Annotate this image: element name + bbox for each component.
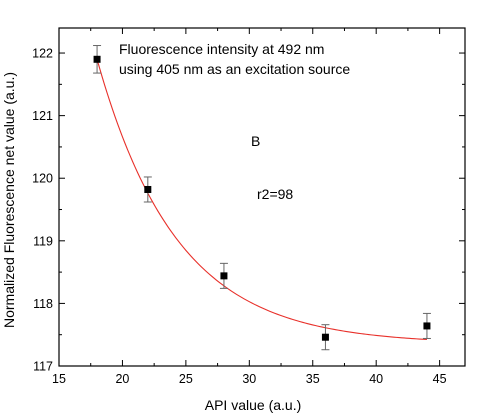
fit-curve-layer (96, 59, 427, 341)
x-tick-label: 15 (52, 372, 66, 386)
data-point (321, 333, 329, 341)
data-point (220, 272, 228, 280)
data-points-layer (93, 45, 431, 351)
y-tick-label: 122 (32, 47, 53, 61)
y-tick-label: 117 (33, 360, 53, 374)
axes: 15 20 25 30 35 40 45 117 118 119 120 121 122 (32, 27, 466, 386)
x-tick-label: 45 (433, 372, 447, 386)
x-axis-title: API value (a.u.) (205, 397, 302, 413)
y-tick-label: 118 (33, 297, 53, 311)
fit-curve (96, 59, 427, 341)
r2-label: r2=98 (257, 186, 293, 202)
annotations: Fluorescence intensity at 492 nm using 4… (119, 41, 350, 202)
data-point (93, 55, 101, 63)
plot-frame (58, 27, 466, 367)
data-point (144, 185, 152, 193)
x-tick-label: 35 (306, 372, 320, 386)
y-tick-label: 120 (32, 172, 53, 186)
y-axis-title: Normalized Fluorescence net value (a.u.) (1, 72, 17, 328)
panel-label: B (251, 133, 260, 149)
x-tick-label: 25 (179, 372, 193, 386)
annotation-line-2: using 405 nm as an excitation source (119, 61, 350, 77)
y-tick-label: 121 (32, 109, 53, 123)
x-tick-label: 20 (115, 372, 129, 386)
data-point (423, 322, 431, 330)
y-tick-label: 119 (33, 234, 53, 248)
x-tick-label: 30 (242, 372, 256, 386)
annotation-line-1: Fluorescence intensity at 492 nm (119, 41, 324, 57)
x-tick-label: 40 (369, 372, 383, 386)
